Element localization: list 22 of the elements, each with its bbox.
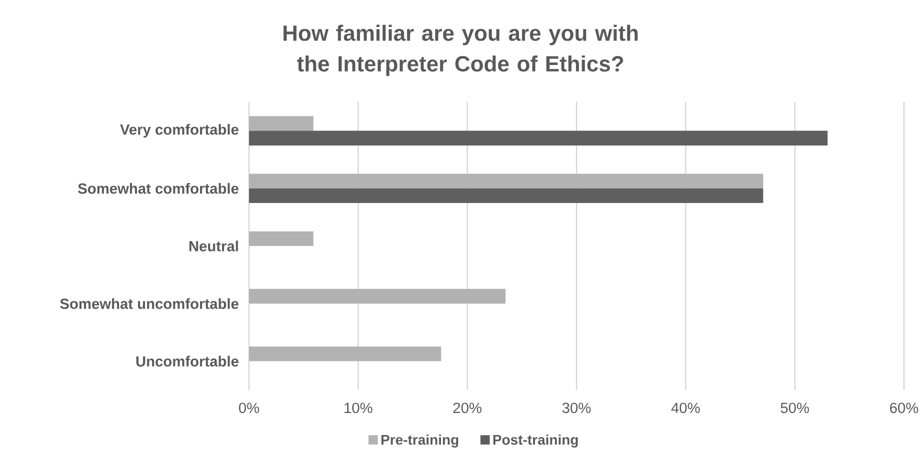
y-tick-label: Very comfortable xyxy=(120,124,238,138)
x-tick-label: 0% xyxy=(238,402,260,414)
bar xyxy=(249,116,314,131)
bar xyxy=(249,231,314,246)
chart-title: How familiar are you are you with the Interpreter Code of Ethics? xyxy=(284,24,638,76)
y-tick-label: Somewhat uncomfortable xyxy=(60,298,238,309)
x-tick-label: 60% xyxy=(890,402,918,414)
legend-label: Post-training xyxy=(493,434,578,448)
y-tick-label: Uncomfortable xyxy=(136,356,238,367)
legend-label: Pre-training xyxy=(381,434,458,448)
x-tick-label: 50% xyxy=(780,402,809,414)
bar xyxy=(249,174,764,188)
bar xyxy=(249,130,828,146)
x-tick-label: 30% xyxy=(562,402,591,414)
x-tick-label: 40% xyxy=(671,402,700,414)
bar xyxy=(249,188,764,204)
y-tick-label: Neutral xyxy=(189,240,238,252)
x-tick-label: 20% xyxy=(453,402,482,414)
bar xyxy=(249,346,442,362)
x-tick-label: 10% xyxy=(344,402,372,414)
bar xyxy=(249,288,506,304)
y-tick-label: Somewhat comfortable xyxy=(78,183,238,194)
